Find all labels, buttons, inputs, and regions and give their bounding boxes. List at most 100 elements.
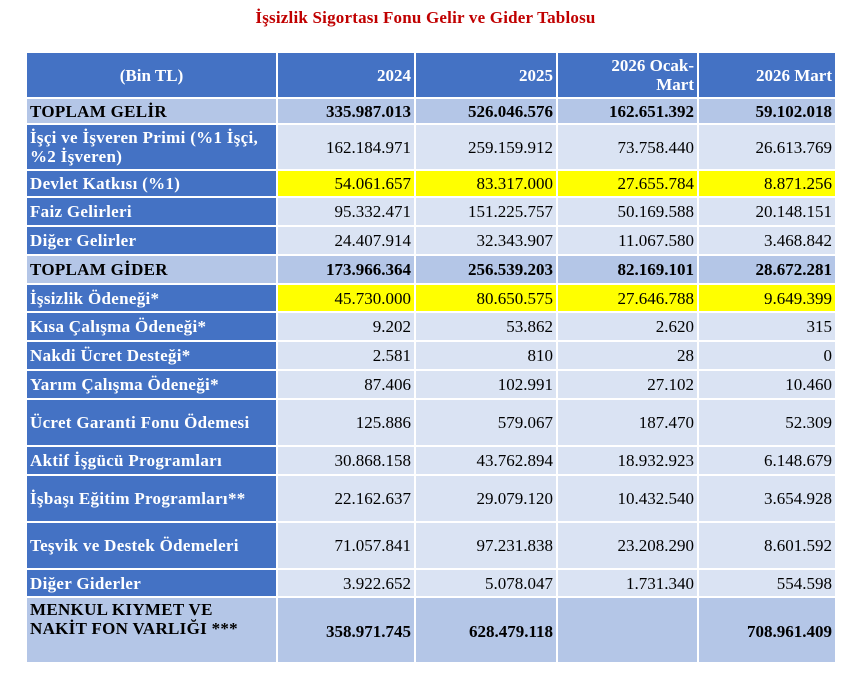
cell: 162.651.392 bbox=[556, 97, 699, 125]
table-row: Devlet Katkısı (%1) 54.061.657 83.317.00… bbox=[25, 169, 837, 198]
income-expense-table: (Bin TL) 2024 2025 2026 Ocak- Mart 2026 … bbox=[25, 51, 837, 664]
cell: 29.079.120 bbox=[414, 474, 558, 523]
row-label: Devlet Katkısı (%1) bbox=[25, 169, 278, 198]
cell: 50.169.588 bbox=[556, 196, 699, 227]
row-label: TOPLAM GİDER bbox=[25, 254, 278, 285]
header-2025: 2025 bbox=[414, 51, 558, 99]
cell: 554.598 bbox=[697, 568, 837, 598]
cell: 2.620 bbox=[556, 311, 699, 342]
cell: 102.991 bbox=[414, 369, 558, 400]
cell: 80.650.575 bbox=[414, 283, 558, 313]
table-row-fund-assets: MENKUL KIYMET VE NAKİT FON VARLIĞI *** 3… bbox=[25, 596, 837, 664]
table-row-total-income: TOPLAM GELİR 335.987.013 526.046.576 162… bbox=[25, 97, 837, 125]
cell: 10.460 bbox=[697, 369, 837, 400]
cell: 30.868.158 bbox=[276, 445, 416, 476]
cell: 28 bbox=[556, 340, 699, 371]
row-label: Faiz Gelirleri bbox=[25, 196, 278, 227]
cell: 28.672.281 bbox=[697, 254, 837, 285]
cell: 11.067.580 bbox=[556, 225, 699, 256]
cell: 23.208.290 bbox=[556, 521, 699, 570]
table-row: Diğer Giderler 3.922.652 5.078.047 1.731… bbox=[25, 568, 837, 598]
table-row: İşsizlik Ödeneği* 45.730.000 80.650.575 … bbox=[25, 283, 837, 313]
cell: 6.148.679 bbox=[697, 445, 837, 476]
cell: 358.971.745 bbox=[276, 596, 416, 664]
row-label: Teşvik ve Destek Ödemeleri bbox=[25, 521, 278, 570]
cell: 27.655.784 bbox=[556, 169, 699, 198]
table-row: Teşvik ve Destek Ödemeleri 71.057.841 97… bbox=[25, 521, 837, 570]
page-title: İşsizlik Sigortası Fonu Gelir ve Gider T… bbox=[255, 8, 596, 27]
row-label: İşsizlik Ödeneği* bbox=[25, 283, 278, 313]
cell: 187.470 bbox=[556, 398, 699, 447]
cell: 8.601.592 bbox=[697, 521, 837, 570]
cell: 151.225.757 bbox=[414, 196, 558, 227]
cell bbox=[556, 596, 699, 664]
cell: 32.343.907 bbox=[414, 225, 558, 256]
cell: 27.646.788 bbox=[556, 283, 699, 313]
cell: 43.762.894 bbox=[414, 445, 558, 476]
cell: 83.317.000 bbox=[414, 169, 558, 198]
cell: 20.148.151 bbox=[697, 196, 837, 227]
cell: 27.102 bbox=[556, 369, 699, 400]
header-2026-march: 2026 Mart bbox=[697, 51, 837, 99]
cell: 335.987.013 bbox=[276, 97, 416, 125]
cell: 18.932.923 bbox=[556, 445, 699, 476]
table-row: Faiz Gelirleri 95.332.471 151.225.757 50… bbox=[25, 196, 837, 227]
cell: 526.046.576 bbox=[414, 97, 558, 125]
row-label: Aktif İşgücü Programları bbox=[25, 445, 278, 476]
cell: 3.654.928 bbox=[697, 474, 837, 523]
header-2026-q1: 2026 Ocak- Mart bbox=[556, 51, 699, 99]
cell: 259.159.912 bbox=[414, 123, 558, 171]
cell: 173.966.364 bbox=[276, 254, 416, 285]
row-label: Nakdi Ücret Desteği* bbox=[25, 340, 278, 371]
cell: 24.407.914 bbox=[276, 225, 416, 256]
cell: 315 bbox=[697, 311, 837, 342]
header-unit: (Bin TL) bbox=[25, 51, 278, 99]
cell: 97.231.838 bbox=[414, 521, 558, 570]
table-row: Diğer Gelirler 24.407.914 32.343.907 11.… bbox=[25, 225, 837, 256]
cell: 82.169.101 bbox=[556, 254, 699, 285]
cell: 2.581 bbox=[276, 340, 416, 371]
table-row: Ücret Garanti Fonu Ödemesi 125.886 579.0… bbox=[25, 398, 837, 447]
row-label: Yarım Çalışma Ödeneği* bbox=[25, 369, 278, 400]
table-row: İşbaşı Eğitim Programları** 22.162.637 2… bbox=[25, 474, 837, 523]
table-row: İşçi ve İşveren Primi (%1 İşçi, %2 İşver… bbox=[25, 123, 837, 171]
table-row: Aktif İşgücü Programları 30.868.158 43.7… bbox=[25, 445, 837, 476]
cell: 53.862 bbox=[414, 311, 558, 342]
table-row: Nakdi Ücret Desteği* 2.581 810 28 0 bbox=[25, 340, 837, 371]
cell: 95.332.471 bbox=[276, 196, 416, 227]
cell: 708.961.409 bbox=[697, 596, 837, 664]
cell: 87.406 bbox=[276, 369, 416, 400]
cell: 52.309 bbox=[697, 398, 837, 447]
row-label: Kısa Çalışma Ödeneği* bbox=[25, 311, 278, 342]
cell: 125.886 bbox=[276, 398, 416, 447]
cell: 1.731.340 bbox=[556, 568, 699, 598]
cell: 3.468.842 bbox=[697, 225, 837, 256]
cell: 162.184.971 bbox=[276, 123, 416, 171]
header-2024: 2024 bbox=[276, 51, 416, 99]
cell: 71.057.841 bbox=[276, 521, 416, 570]
cell: 8.871.256 bbox=[697, 169, 837, 198]
row-label: Ücret Garanti Fonu Ödemesi bbox=[25, 398, 278, 447]
row-label: İşçi ve İşveren Primi (%1 İşçi, %2 İşver… bbox=[25, 123, 278, 171]
cell: 26.613.769 bbox=[697, 123, 837, 171]
cell: 810 bbox=[414, 340, 558, 371]
cell: 45.730.000 bbox=[276, 283, 416, 313]
row-label: MENKUL KIYMET VE NAKİT FON VARLIĞI *** bbox=[25, 596, 278, 664]
row-label: TOPLAM GELİR bbox=[25, 97, 278, 125]
cell: 22.162.637 bbox=[276, 474, 416, 523]
cell: 10.432.540 bbox=[556, 474, 699, 523]
cell: 73.758.440 bbox=[556, 123, 699, 171]
cell: 59.102.018 bbox=[697, 97, 837, 125]
row-label: Diğer Gelirler bbox=[25, 225, 278, 256]
table-row: Yarım Çalışma Ödeneği* 87.406 102.991 27… bbox=[25, 369, 837, 400]
row-label: İşbaşı Eğitim Programları** bbox=[25, 474, 278, 523]
table-row-total-expense: TOPLAM GİDER 173.966.364 256.539.203 82.… bbox=[25, 254, 837, 285]
cell: 579.067 bbox=[414, 398, 558, 447]
header-row: (Bin TL) 2024 2025 2026 Ocak- Mart 2026 … bbox=[25, 51, 837, 99]
cell: 0 bbox=[697, 340, 837, 371]
cell: 54.061.657 bbox=[276, 169, 416, 198]
row-label: Diğer Giderler bbox=[25, 568, 278, 598]
table-row: Kısa Çalışma Ödeneği* 9.202 53.862 2.620… bbox=[25, 311, 837, 342]
cell: 5.078.047 bbox=[414, 568, 558, 598]
cell: 9.202 bbox=[276, 311, 416, 342]
